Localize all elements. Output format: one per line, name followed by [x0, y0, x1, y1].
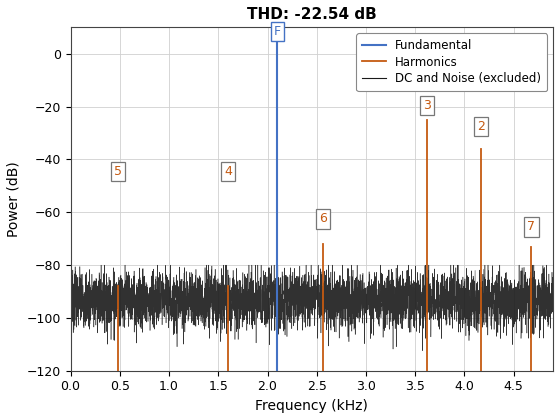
- Text: 5: 5: [114, 165, 122, 178]
- Text: 7: 7: [528, 220, 535, 234]
- Title: THD: -22.54 dB: THD: -22.54 dB: [247, 7, 377, 22]
- Y-axis label: Power (dB): Power (dB): [7, 161, 21, 237]
- X-axis label: Frequency (kHz): Frequency (kHz): [255, 399, 368, 413]
- Text: 4: 4: [224, 165, 232, 178]
- Legend: Fundamental, Harmonics, DC and Noise (excluded): Fundamental, Harmonics, DC and Noise (ex…: [356, 33, 547, 91]
- Text: 6: 6: [319, 213, 326, 226]
- Text: 3: 3: [423, 99, 431, 112]
- Text: 2: 2: [477, 120, 485, 133]
- Text: F: F: [274, 25, 281, 38]
